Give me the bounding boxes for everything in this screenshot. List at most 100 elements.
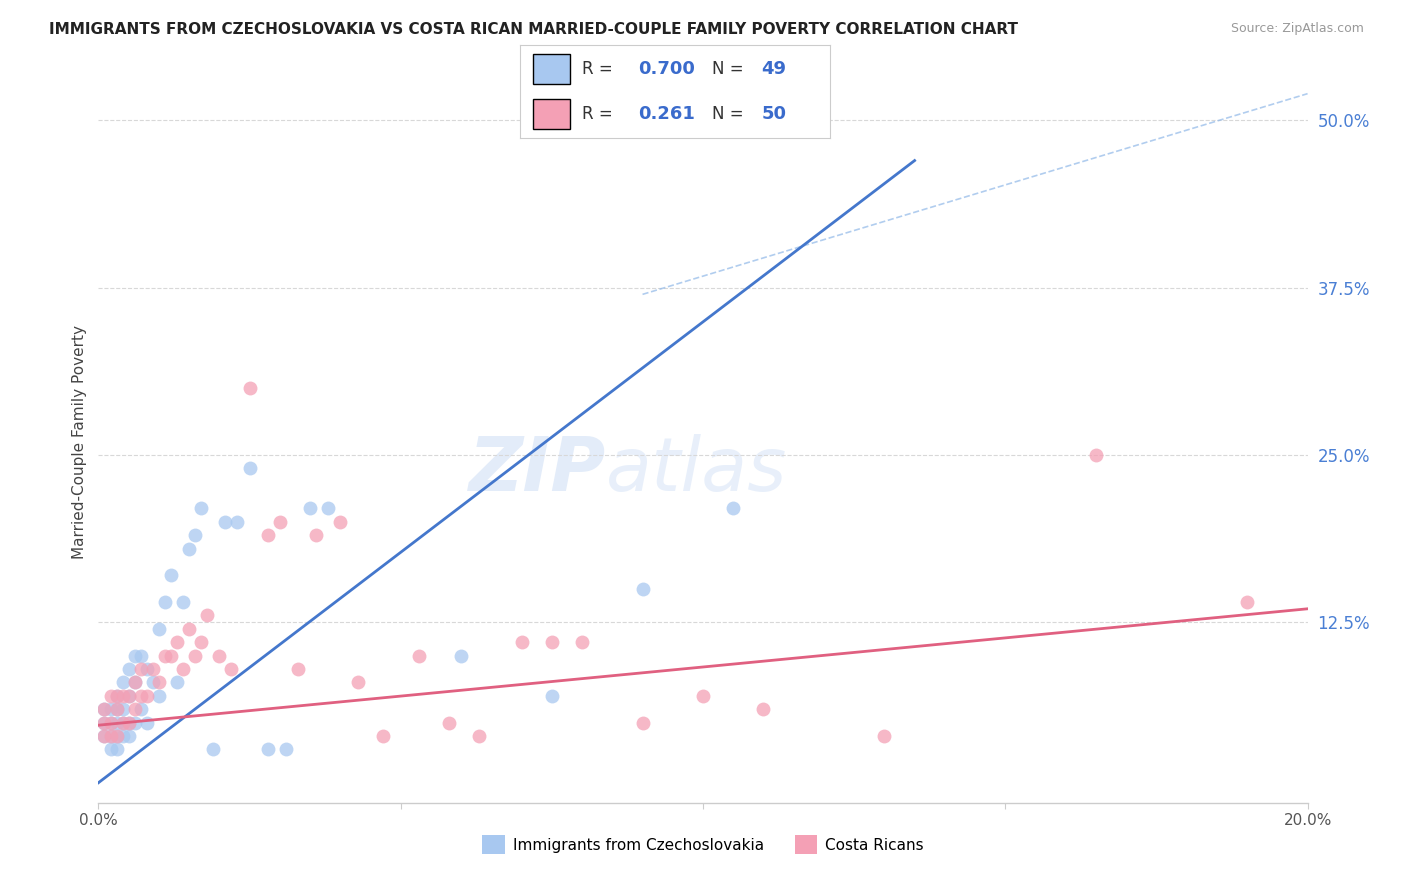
Point (135, 689, 157, 703)
Point (105, 715, 128, 730)
Point (190, 635, 212, 649)
FancyBboxPatch shape (533, 54, 569, 84)
Point (571, 635, 593, 649)
Point (371, 729, 394, 743)
Text: N =: N = (711, 60, 749, 78)
Point (111, 729, 134, 743)
Text: ZIP: ZIP (470, 434, 606, 507)
Text: Source: ZipAtlas.com: Source: ZipAtlas.com (1230, 22, 1364, 36)
Point (316, 501, 339, 516)
Point (124, 675, 146, 690)
Point (179, 622, 201, 636)
Point (305, 528, 328, 542)
Point (105, 689, 128, 703)
Point (135, 662, 157, 676)
Point (100, 715, 122, 730)
Point (221, 662, 243, 676)
Text: R =: R = (582, 105, 619, 123)
Point (135, 715, 157, 730)
Point (214, 515, 236, 529)
Text: N =: N = (711, 105, 749, 123)
Point (239, 381, 262, 395)
Text: 0.700: 0.700 (638, 60, 695, 78)
Point (118, 715, 141, 730)
Point (256, 742, 278, 756)
Point (160, 648, 183, 663)
Point (256, 528, 278, 542)
Point (111, 715, 134, 730)
Point (226, 515, 249, 529)
Point (540, 689, 562, 703)
Point (129, 702, 152, 716)
Point (148, 675, 170, 690)
Point (184, 528, 207, 542)
Point (347, 675, 370, 690)
Point (100, 742, 122, 756)
Text: atlas: atlas (606, 434, 787, 507)
Point (105, 729, 128, 743)
Point (111, 715, 134, 730)
Point (510, 635, 533, 649)
Point (148, 622, 170, 636)
Point (1236, 595, 1258, 609)
Text: 49: 49 (762, 60, 786, 78)
Text: 0.261: 0.261 (638, 105, 695, 123)
Point (172, 595, 194, 609)
Point (129, 662, 152, 676)
Point (118, 689, 141, 703)
Point (142, 662, 165, 676)
Point (239, 461, 262, 475)
Point (118, 689, 141, 703)
Point (166, 675, 188, 690)
Point (190, 501, 212, 516)
Point (124, 675, 146, 690)
Point (93, 715, 115, 730)
Point (1085, 448, 1108, 462)
Point (166, 635, 188, 649)
Point (93, 729, 115, 743)
Point (184, 648, 207, 663)
Point (100, 729, 122, 743)
Point (153, 595, 176, 609)
Point (299, 501, 322, 516)
Point (111, 689, 134, 703)
Point (105, 702, 128, 716)
Point (287, 662, 309, 676)
Point (153, 648, 176, 663)
Point (148, 689, 170, 703)
Point (274, 742, 297, 756)
Point (468, 729, 491, 743)
Text: R =: R = (582, 60, 619, 78)
Point (93, 729, 115, 743)
Point (105, 702, 128, 716)
Text: 50: 50 (762, 105, 786, 123)
Point (329, 515, 352, 529)
Point (100, 689, 122, 703)
Point (118, 715, 141, 730)
Point (172, 662, 194, 676)
Point (179, 541, 201, 556)
Point (269, 515, 291, 529)
Y-axis label: Married-Couple Family Poverty: Married-Couple Family Poverty (72, 325, 87, 558)
Point (692, 689, 714, 703)
Point (208, 648, 231, 663)
Point (437, 715, 460, 730)
Point (118, 729, 141, 743)
Point (118, 662, 141, 676)
Point (93, 702, 115, 716)
Point (408, 648, 430, 663)
Point (631, 582, 654, 596)
Point (540, 635, 562, 649)
Point (124, 702, 146, 716)
Point (93, 702, 115, 716)
Point (202, 742, 225, 756)
Point (105, 742, 128, 756)
Point (160, 568, 183, 582)
Point (450, 648, 472, 663)
Point (105, 689, 128, 703)
Point (100, 702, 122, 716)
Point (142, 675, 165, 690)
Text: IMMIGRANTS FROM CZECHOSLOVAKIA VS COSTA RICAN MARRIED-COUPLE FAMILY POVERTY CORR: IMMIGRANTS FROM CZECHOSLOVAKIA VS COSTA … (49, 22, 1018, 37)
Point (93, 715, 115, 730)
Point (129, 689, 152, 703)
